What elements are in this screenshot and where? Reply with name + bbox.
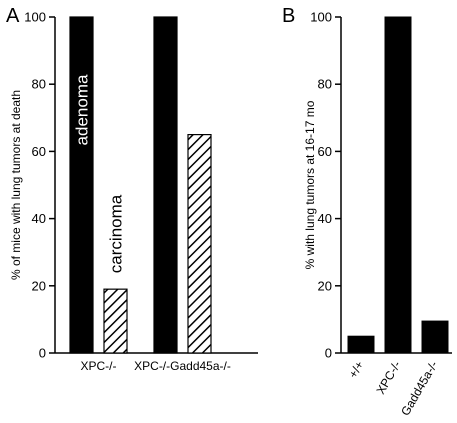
bar-adenoma-1 [153, 16, 178, 354]
bars-a: adenoma carcinoma [69, 16, 212, 354]
y-tick-label-b: 40 [318, 211, 332, 226]
category-label-a: XPC-/-Gadd45a-/- [134, 359, 231, 373]
y-axis-title-a: % of mice with lung tumors at death [9, 90, 23, 280]
y-tick-label-a: 0 [39, 346, 46, 361]
y-tick-label-a: 40 [32, 211, 46, 226]
y-tick-label-b: 100 [310, 10, 332, 25]
category-label-b: +/+ [346, 359, 367, 381]
category-label-a: XPC-/- [81, 359, 117, 373]
panel-letter-a: A [6, 5, 20, 27]
bar-b-2 [421, 320, 449, 354]
y-axis-a: 0 20 40 60 80 100 [24, 10, 258, 361]
bar-label-adenoma: adenoma [73, 74, 92, 145]
y-tick-label-b: 20 [318, 278, 332, 293]
bar-label-carcinoma: carcinoma [107, 194, 126, 273]
category-label-b: XPC-/- [373, 358, 403, 396]
x-labels-b: +/+ XPC-/-Gadd45a-/- [346, 358, 441, 418]
x-labels-a: XPC-/- XPC-/-Gadd45a-/- [81, 359, 231, 373]
bar-b-0 [347, 335, 375, 354]
bar-b-1 [384, 16, 412, 354]
y-tick-label-b: 0 [325, 346, 332, 361]
y-axis-title-b: % with lung tumors at 16-17 mo [303, 100, 317, 269]
y-tick-label-a: 80 [32, 77, 46, 92]
bar-adenoma-0 [69, 16, 94, 354]
bars-b [347, 16, 449, 354]
category-label-b: Gadd45a-/- [398, 358, 440, 418]
y-axis-b: 0 20 40 60 80 100 [310, 10, 452, 361]
y-tick-label-a: 20 [32, 278, 46, 293]
panel-letter-b: B [282, 5, 295, 27]
y-tick-label-a: 60 [32, 144, 46, 159]
bar-carcinoma-0 [103, 288, 128, 354]
y-tick-label-a: 100 [24, 10, 46, 25]
y-tick-label-b: 80 [318, 77, 332, 92]
y-tick-label-b: 60 [318, 144, 332, 159]
chart-panel-a: A % of mice with lung tumors at death 0 2… [6, 5, 258, 373]
bar-carcinoma-1 [187, 134, 212, 354]
chart-panel-b: B % with lung tumors at 16-17 mo 0 20 40 60… [282, 5, 452, 418]
